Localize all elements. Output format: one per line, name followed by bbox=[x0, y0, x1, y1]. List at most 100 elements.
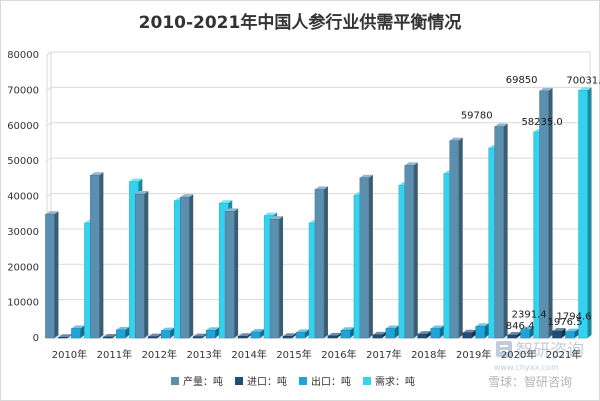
y-gridline bbox=[46, 122, 590, 127]
bar-front-face bbox=[161, 330, 171, 339]
bar-top-face bbox=[417, 331, 431, 335]
bar bbox=[314, 186, 328, 339]
x-tick-label: 2015年 bbox=[276, 348, 311, 361]
bar-side-face bbox=[587, 87, 592, 339]
bar-front-face bbox=[116, 329, 126, 339]
legend: 产量：吨 进口：吨 出口：吨 需求：吨 bbox=[171, 375, 415, 388]
bar-side-face bbox=[305, 329, 310, 338]
watermark-text-url: www.chyxx.com bbox=[494, 363, 559, 372]
bar bbox=[237, 333, 252, 339]
bar-top-face bbox=[475, 323, 489, 327]
bar-front-face bbox=[269, 218, 280, 339]
bar-side-face bbox=[458, 137, 463, 338]
data-label: 69850 bbox=[506, 75, 538, 86]
bar-side-face bbox=[99, 172, 104, 338]
bar-top-face bbox=[148, 333, 162, 337]
bar-front-face bbox=[205, 329, 216, 339]
bars bbox=[45, 87, 592, 339]
bar-front-face bbox=[462, 332, 472, 339]
bar-front-face bbox=[314, 189, 325, 339]
x-tick-label: 2016年 bbox=[321, 348, 356, 361]
bar-front-face bbox=[224, 211, 235, 339]
bar-top-face bbox=[238, 333, 252, 337]
legend-label: 产量：吨 bbox=[183, 375, 223, 388]
bar-side-face bbox=[125, 326, 130, 338]
y-tick-label: 0 bbox=[33, 333, 39, 344]
bar-front-face bbox=[507, 334, 517, 339]
data-label: 1794.6 bbox=[557, 312, 592, 323]
bar-front-face bbox=[45, 213, 55, 339]
bar bbox=[45, 211, 59, 339]
bar-top-face bbox=[449, 137, 463, 141]
bar bbox=[430, 325, 444, 339]
bar bbox=[224, 208, 239, 339]
bar bbox=[385, 325, 399, 339]
bar bbox=[417, 331, 431, 339]
bar-top-face bbox=[552, 328, 566, 332]
bar-front-face bbox=[475, 326, 485, 339]
bar-side-face bbox=[503, 123, 508, 338]
bar-top-face bbox=[565, 328, 579, 332]
data-label: 2391.4 bbox=[512, 310, 547, 321]
bar bbox=[494, 123, 508, 339]
bar-top-face bbox=[129, 178, 143, 182]
bar-front-face bbox=[578, 90, 588, 339]
x-tick-label: 2021年 bbox=[546, 348, 581, 361]
watermark-text-xueqiu: 雪球：智研咨询 bbox=[488, 374, 572, 389]
bar-top-face bbox=[430, 325, 444, 329]
legend-label: 出口：吨 bbox=[311, 375, 351, 388]
x-tick-label: 2013年 bbox=[186, 348, 221, 361]
bar-top-face bbox=[462, 329, 476, 333]
y-gridline bbox=[46, 86, 590, 91]
bar-front-face bbox=[135, 193, 145, 339]
bar bbox=[578, 87, 592, 339]
bar bbox=[359, 174, 373, 339]
bar bbox=[404, 162, 418, 339]
y-tick-label: 20000 bbox=[7, 262, 39, 273]
bar-top-face bbox=[90, 172, 104, 176]
bar bbox=[295, 329, 310, 339]
legend-swatch bbox=[363, 377, 371, 385]
bar-front-face bbox=[103, 336, 113, 339]
watermark-text-cn: 智研咨询 bbox=[516, 341, 584, 361]
bar-side-face bbox=[336, 332, 341, 338]
bar-side-face bbox=[170, 327, 175, 338]
bar-front-face bbox=[148, 336, 158, 339]
y-tick-label: 30000 bbox=[7, 227, 39, 238]
bar-top-face bbox=[327, 332, 341, 336]
bar bbox=[372, 331, 386, 339]
y-tick-label: 70000 bbox=[7, 85, 39, 96]
bar-front-face bbox=[179, 196, 190, 339]
bar bbox=[148, 333, 162, 339]
bar-side-face bbox=[189, 194, 194, 338]
bar bbox=[552, 328, 566, 339]
x-tick-label: 2017年 bbox=[366, 348, 401, 361]
bar bbox=[250, 328, 265, 339]
x-tick-label: 2012年 bbox=[142, 348, 177, 361]
bar-side-face bbox=[144, 191, 149, 338]
x-tick-label: 2019年 bbox=[456, 348, 491, 361]
y-tick-label: 60000 bbox=[7, 121, 39, 132]
bar bbox=[192, 333, 207, 339]
legend-swatch bbox=[171, 377, 179, 385]
y-tick-label: 80000 bbox=[7, 50, 39, 61]
legend-swatch bbox=[235, 377, 243, 385]
bar-side-face bbox=[80, 325, 85, 338]
x-tick-label: 2020年 bbox=[501, 348, 536, 361]
y-tick-labels: 0 10000 20000 30000 40000 50000 60000 70000 8000… bbox=[7, 50, 39, 344]
bar-side-face bbox=[394, 325, 399, 338]
bar-side-face bbox=[516, 332, 521, 338]
bar-top-face bbox=[225, 208, 239, 212]
bar-side-face bbox=[260, 328, 265, 338]
bar bbox=[90, 172, 104, 339]
data-label: 59780 bbox=[461, 111, 493, 122]
bar-front-face bbox=[295, 332, 306, 339]
bar-top-face bbox=[71, 325, 85, 329]
bar-side-face bbox=[67, 334, 72, 338]
bar-side-face bbox=[323, 186, 328, 338]
bar bbox=[462, 329, 476, 339]
bar-top-face bbox=[372, 331, 386, 335]
bar-top-face bbox=[520, 326, 534, 330]
bar-front-face bbox=[340, 329, 351, 339]
bar-top-face bbox=[251, 328, 265, 332]
